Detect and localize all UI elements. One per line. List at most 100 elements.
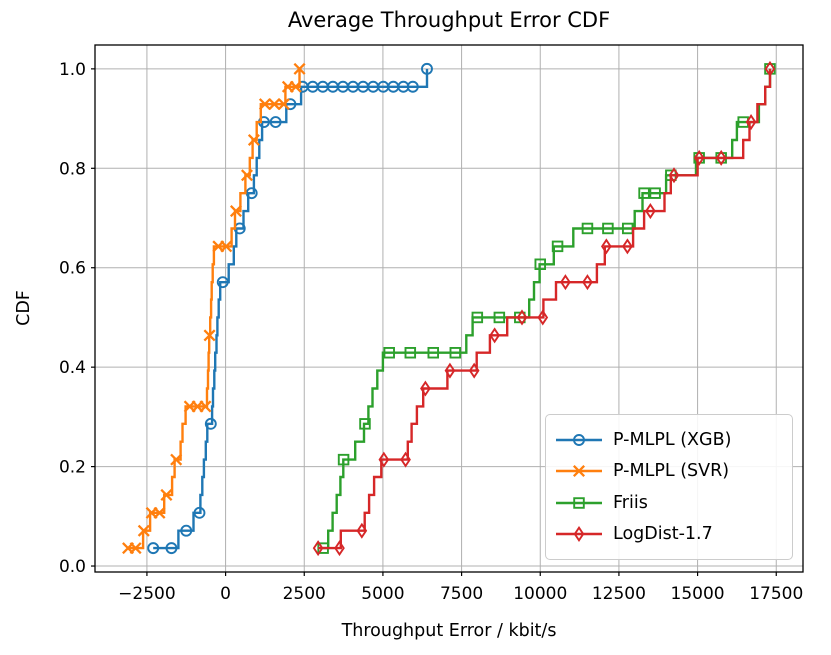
diamond-marker-icon [693, 149, 705, 166]
diamond-marker-icon [400, 451, 411, 468]
x-tick-label: 2500 [283, 584, 326, 604]
square-marker-icon [404, 346, 417, 359]
square-marker-icon [534, 258, 547, 271]
x-marker-icon [293, 62, 306, 75]
legend-line-x-icon [556, 465, 602, 478]
legend-sample-marker [573, 526, 585, 543]
series-p-mlpl-xgb [147, 62, 433, 555]
diamond-marker-icon [334, 540, 345, 557]
legend-sample-marker [573, 497, 585, 509]
y-tick-label: 0.2 [59, 458, 86, 478]
legend-sample-marker [572, 465, 586, 478]
diamond-marker-icon [356, 522, 368, 539]
x-marker-icon [240, 169, 253, 182]
circle-marker-icon [421, 62, 433, 75]
series-markers-logdist-1-7 [312, 60, 776, 557]
x-marker-icon [289, 80, 302, 93]
circle-marker-icon [165, 542, 178, 555]
x-tick-label: 17500 [749, 584, 803, 604]
series-p-mlpl-svr [122, 62, 306, 555]
legend-item-logdist: LogDist-1.7 [554, 523, 784, 545]
square-marker-icon [573, 497, 585, 509]
x-tick-label: 0 [220, 584, 231, 604]
grid [95, 45, 803, 572]
chart-title: Average Throughput Error CDF [287, 8, 611, 32]
diamond-marker-icon [489, 327, 500, 344]
x-tick-label: 12500 [592, 584, 646, 604]
square-marker-icon [337, 453, 350, 466]
x-marker-icon [220, 240, 233, 253]
x-tick-label: 5000 [361, 584, 404, 604]
circle-marker-icon [204, 417, 217, 430]
series-line-p-mlpl-svr [128, 68, 301, 550]
x-marker-icon [277, 98, 290, 111]
square-marker-icon [359, 418, 371, 430]
diamond-marker-icon [668, 167, 680, 184]
square-marker-icon [427, 346, 440, 359]
x-marker-icon [129, 542, 142, 555]
series-markers-p-mlpl-svr [122, 62, 306, 555]
plot-border [94, 44, 804, 573]
series-markers-p-mlpl-xgb [147, 62, 433, 555]
x-marker-icon [229, 205, 242, 218]
x-marker-icon [247, 133, 260, 146]
y-tick-label: 1.0 [59, 60, 86, 80]
diamond-marker-icon [537, 309, 549, 326]
diamond-marker-icon [745, 114, 757, 131]
x-marker-icon [572, 465, 586, 478]
y-tick-label: 0.8 [59, 159, 86, 179]
circle-marker-icon [147, 542, 160, 555]
diamond-marker-icon [444, 362, 456, 379]
x-marker-icon [258, 98, 271, 111]
legend-line-diamond-icon [556, 526, 602, 543]
legend-item-p-mlpl-svr: P-MLPL (SVR) [554, 460, 784, 482]
diamond-marker-icon [420, 380, 431, 397]
legend-item-friis: Friis [554, 492, 784, 514]
x-marker-icon [268, 98, 281, 111]
circle-marker-icon [269, 116, 282, 129]
x-marker-icon [160, 488, 173, 501]
square-marker-icon [581, 222, 594, 235]
legend-label-logdist: LogDist-1.7 [613, 524, 713, 545]
diamond-marker-icon [573, 526, 585, 543]
legend-label-p-mlpl-svr: P-MLPL (SVR) [613, 461, 730, 482]
x-axis-label: Throughput Error / kbit/s [341, 621, 557, 641]
square-marker-icon [638, 187, 650, 199]
x-marker-icon [137, 524, 150, 537]
series-line-logdist-1-7 [318, 68, 772, 550]
diamond-marker-icon [764, 60, 776, 77]
circle-marker-icon [573, 433, 585, 446]
diamond-marker-icon [312, 540, 324, 557]
square-marker-icon [449, 346, 462, 359]
diamond-marker-icon [582, 274, 593, 291]
legend-label-p-mlpl-xgb: P-MLPL (XGB) [613, 429, 732, 450]
axis-ticks: −2500 0 2500 5000 7500 10000 12500 15000 17500 0.… [59, 60, 803, 604]
square-marker-icon [383, 346, 395, 359]
diamond-marker-icon [645, 203, 656, 220]
x-tick-label: 15000 [671, 584, 725, 604]
circle-marker-icon [406, 80, 419, 93]
x-marker-icon [203, 329, 216, 342]
diamond-marker-icon [468, 362, 480, 379]
square-marker-icon [649, 187, 661, 199]
y-axis-label: CDF [14, 290, 34, 326]
diamond-marker-icon [516, 309, 528, 326]
square-marker-icon [493, 311, 506, 324]
x-tick-label: 7500 [440, 584, 483, 604]
circle-marker-icon [180, 524, 193, 537]
series-line-p-mlpl-xgb [153, 68, 429, 550]
square-marker-icon [471, 311, 484, 324]
legend-line-square-icon [556, 497, 602, 509]
x-marker-icon [153, 506, 166, 519]
y-tick-label: 0.4 [59, 358, 86, 378]
series-logdist-1-7 [312, 60, 776, 557]
circle-marker-icon [193, 506, 206, 519]
square-marker-icon [602, 222, 614, 235]
x-marker-icon [170, 453, 183, 466]
circle-marker-icon [216, 276, 229, 289]
y-tick-label: 0.0 [59, 557, 86, 577]
diamond-marker-icon [622, 238, 633, 255]
x-marker-icon [199, 400, 212, 413]
